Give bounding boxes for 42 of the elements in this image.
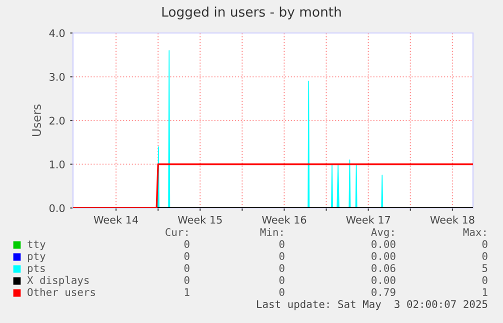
- y-tick-label: 3.0: [50, 72, 65, 81]
- text: 0.00: [372, 252, 396, 260]
- text: 1: [184, 288, 190, 296]
- chart-title: Logged in users - by month: [162, 6, 341, 20]
- text: 0: [184, 252, 190, 260]
- text: 0.00: [372, 240, 396, 248]
- x-tick-label: Week 15: [178, 216, 222, 224]
- text: 0: [482, 240, 488, 248]
- y-tick-label: 4.0: [49, 29, 65, 38]
- legend-label: X displays: [27, 276, 89, 286]
- text: 0: [279, 288, 284, 296]
- text: 0: [279, 264, 284, 272]
- text: 0.79: [372, 288, 396, 296]
- text: 5: [482, 264, 488, 272]
- text: 0.06: [372, 264, 396, 272]
- legend-label: pty: [28, 252, 46, 262]
- text: Last update: Sat May 3 02:00:07 2025: [257, 300, 488, 310]
- x-tick-label: Week 18: [430, 216, 474, 224]
- legend-label: tty: [28, 240, 46, 250]
- text: Avg:: [371, 228, 394, 238]
- text: Max:: [463, 228, 486, 236]
- text: 0: [482, 252, 488, 260]
- y-tick-label: 0.0: [49, 204, 65, 212]
- x-tick-label: Week 14: [94, 216, 138, 224]
- text: 0: [279, 252, 284, 260]
- text: 0: [279, 276, 284, 284]
- x-tick-label: Week 17: [346, 216, 390, 224]
- text: 1: [482, 288, 488, 296]
- y-tick-label: 1.0: [50, 160, 65, 168]
- legend-label: pts: [28, 264, 45, 274]
- y-tick-label: 2.0: [50, 116, 65, 125]
- x-tick-label: Week 16: [262, 216, 306, 224]
- text: 0: [184, 264, 190, 272]
- legend-label: Other users: [28, 288, 95, 296]
- text: 0: [184, 240, 190, 248]
- text: 0.00: [372, 276, 396, 284]
- text: 0: [279, 240, 284, 248]
- text: 0: [184, 276, 190, 284]
- y-axis-title: Users: [32, 104, 41, 136]
- text: 0: [482, 276, 488, 284]
- text: Min:: [260, 228, 282, 236]
- text: Cur:: [166, 228, 188, 236]
